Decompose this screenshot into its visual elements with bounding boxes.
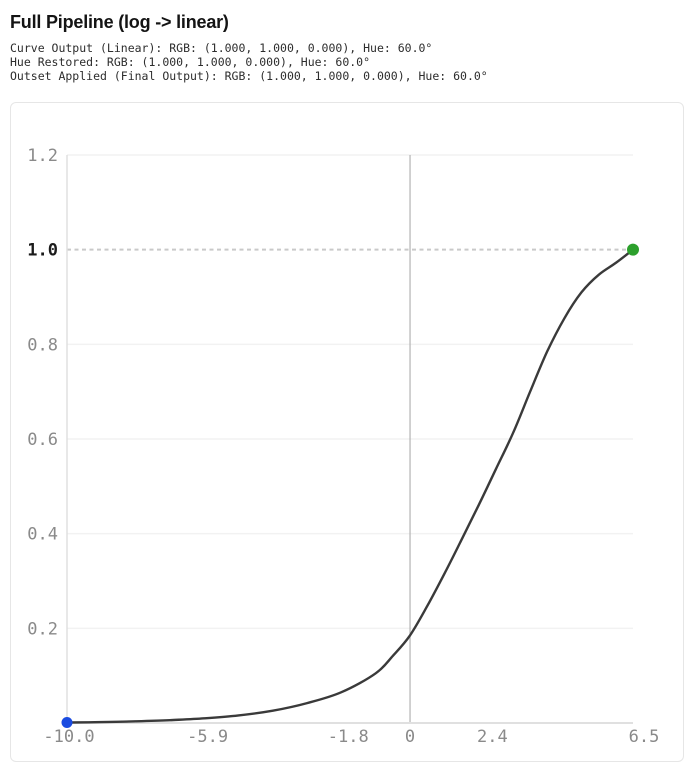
x-tick-labels: -10.0 -5.9 -1.8 0 2.4 6.5 [43, 727, 659, 747]
x-tick-label: 6.5 [629, 727, 660, 747]
info-line-outset-applied: Outset Applied (Final Output): RGB: (1.0… [10, 69, 488, 84]
y-tick-label: 0.6 [27, 430, 58, 450]
y-tick-label: 1.2 [27, 146, 58, 166]
pipeline-chart: -10.0 -5.9 -1.8 0 2.4 6.5 1.2 1.0 0.8 0.6 0.4 0.2 [27, 146, 659, 747]
y-tick-label: 0.4 [27, 525, 58, 545]
chart-card: -10.0 -5.9 -1.8 0 2.4 6.5 1.2 1.0 0.8 0.6 0.4 0.2 [10, 102, 684, 762]
y-tick-label: 0.8 [27, 335, 58, 355]
reference-lines [67, 155, 633, 723]
x-tick-label: -5.9 [187, 727, 228, 747]
pipeline-info: Curve Output (Linear): RGB: (1.000, 1.00… [10, 41, 690, 84]
x-tick-label: 0 [405, 727, 415, 747]
end-point-marker [627, 243, 639, 256]
x-tick-label: 2.4 [477, 727, 508, 747]
grid-lines [67, 154, 633, 630]
page: Full Pipeline (log -> linear) Curve Outp… [0, 12, 690, 762]
info-line-hue-restored: Hue Restored: RGB: (1.000, 1.000, 0.000)… [10, 55, 371, 70]
page-title: Full Pipeline (log -> linear) [10, 12, 229, 32]
markers [61, 243, 639, 729]
axis-lines [66, 155, 633, 724]
x-tick-label: -10.0 [43, 727, 94, 747]
y-tick-label: 1.0 [27, 241, 58, 261]
info-line-curve-output: Curve Output (Linear): RGB: (1.000, 1.00… [10, 41, 433, 55]
curve-path [65, 248, 635, 724]
y-tick-label: 0.2 [27, 619, 58, 639]
y-tick-labels: 1.2 1.0 0.8 0.6 0.4 0.2 [27, 146, 58, 639]
x-tick-label: -1.8 [328, 727, 369, 747]
start-point-marker [61, 717, 73, 729]
